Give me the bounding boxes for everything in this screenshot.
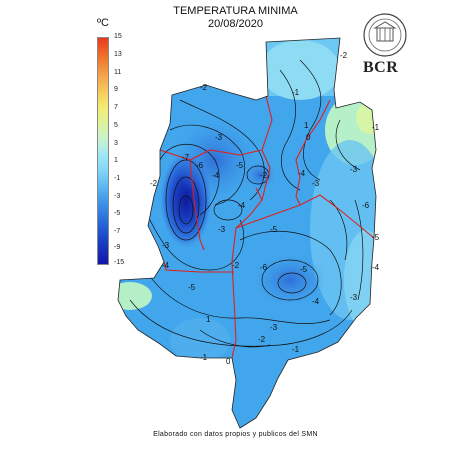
bcr-seal-icon — [363, 13, 407, 57]
colorbar-tick-label: 13 — [114, 51, 122, 58]
contour-label: -4 — [212, 171, 220, 180]
province-boundaries — [159, 95, 375, 359]
contour-label: -3 — [162, 241, 170, 250]
contour-label: -2 — [232, 261, 240, 270]
contour-label: -1 — [200, 353, 208, 362]
legend-unit: ºC — [97, 17, 109, 29]
map-title-block: TEMPERATURA MINIMA 20/08/2020 — [0, 5, 471, 31]
contour-labels: -2 -3 -4 -5 -6 -7 -1 0 1 -2 -3 -4 -5 -6 -5 -4 -3 -2 -1 -3 -4… — [150, 51, 380, 366]
contour-label: -4 — [298, 169, 306, 178]
contour-label: -4 — [372, 263, 380, 272]
contour-label: -1 — [292, 88, 300, 97]
contour-label: -3 — [218, 225, 226, 234]
contour-label: -2 — [200, 83, 208, 92]
colorbar-tick-label: 7 — [114, 104, 118, 111]
contour-label: -1 — [292, 345, 300, 354]
contour-label: -5 — [372, 233, 380, 242]
contour-label: -4 — [162, 261, 170, 270]
contour-label: -1 — [372, 123, 380, 132]
colorbar-tick-label: -1 — [114, 175, 121, 182]
contour-label: -6 — [260, 263, 268, 272]
colorbar-tick-label: -15 — [114, 259, 125, 266]
contour-label: -3 — [215, 133, 223, 142]
contour-label: -4 — [238, 201, 246, 210]
contour-label: -3 — [270, 323, 278, 332]
colorbar-tick-label: 5 — [114, 122, 118, 129]
contour-label: -5 — [300, 265, 308, 274]
contour-label: -3 — [350, 165, 358, 174]
contour-label: -5 — [236, 161, 244, 170]
contour-label: -2 — [260, 171, 268, 180]
contour-label: 1 — [206, 315, 211, 324]
colorbar-tick-label: 9 — [114, 86, 118, 93]
colorbar-tick-label: 15 — [114, 33, 122, 40]
map-title: TEMPERATURA MINIMA — [173, 5, 298, 17]
contour-label: -6 — [196, 161, 204, 170]
contour-label: -2 — [258, 335, 266, 344]
colorbar-tick-label: 1 — [114, 157, 118, 164]
contour-label: -6 — [362, 201, 370, 210]
contour-label: -2 — [150, 179, 158, 188]
map-footer: Elaborado con datos propios y publicos d… — [153, 431, 318, 438]
contour-label: -5 — [188, 283, 196, 292]
contour-label: 0 — [306, 133, 311, 142]
temperature-colorbar — [97, 37, 109, 265]
colorbar-tick-label: -5 — [114, 210, 121, 217]
colorbar-tick-label: -7 — [114, 228, 121, 235]
contour-label: 1 — [304, 121, 309, 130]
colorbar-tick-label: -9 — [114, 244, 121, 251]
contour-label: -7 — [182, 153, 190, 162]
bcr-logo-text: BCR — [363, 59, 399, 76]
contour-label: -3 — [312, 179, 320, 188]
map-date: 20/08/2020 — [207, 18, 264, 30]
contour-label: -5 — [270, 225, 278, 234]
contour-label: -4 — [312, 297, 320, 306]
contour-label: -2 — [340, 51, 348, 60]
colorbar-tick-label: 3 — [114, 140, 118, 147]
contour-label: 0 — [226, 357, 231, 366]
colorbar-tick-label: 11 — [114, 69, 122, 76]
colorbar-tick-label: -3 — [114, 193, 121, 200]
contour-label: -3 — [350, 293, 358, 302]
